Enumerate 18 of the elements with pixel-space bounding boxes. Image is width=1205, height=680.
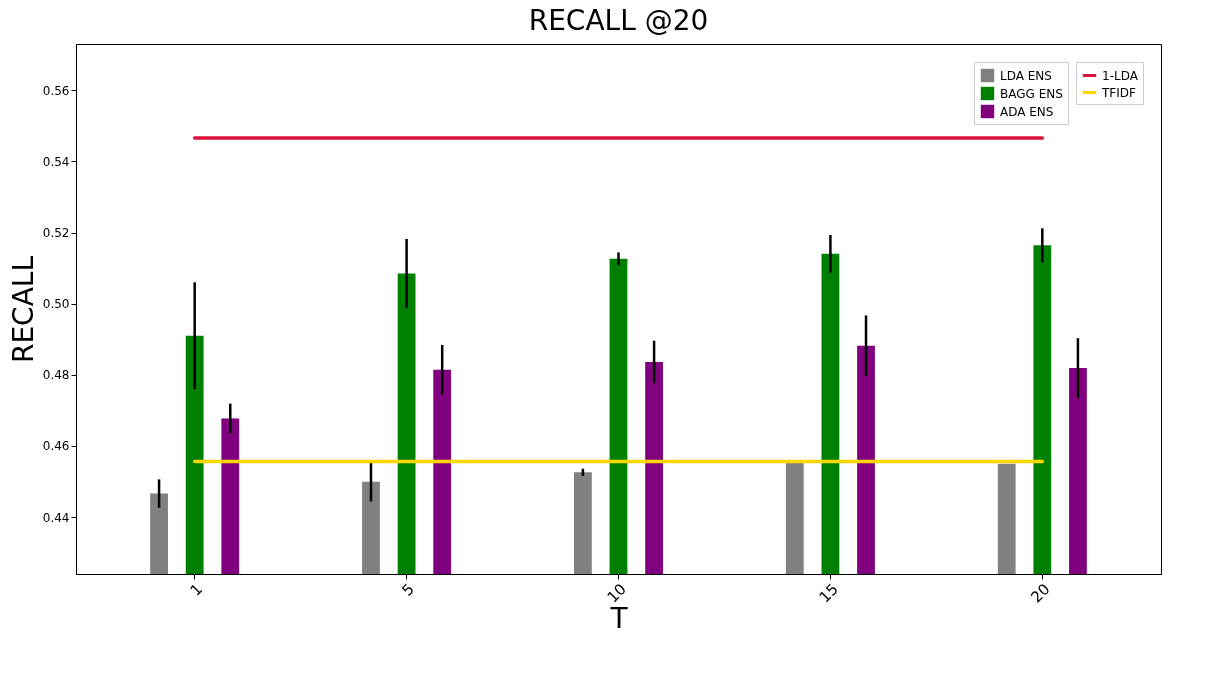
legend-label: BAGG ENS — [1000, 86, 1063, 101]
legend-label: TFIDF — [1101, 85, 1137, 100]
x-tick-label: 20 — [1027, 580, 1054, 607]
chart-title: RECALL @20 — [528, 4, 709, 37]
legend-label: LDA ENS — [1000, 68, 1052, 83]
y-tick-label: 0.50 — [42, 297, 70, 312]
legend-label: 1-LDA — [1102, 68, 1139, 83]
x-tick-label: 1 — [186, 580, 206, 600]
y-tick-label: 0.46 — [42, 439, 70, 454]
y-tick-label: 0.52 — [42, 226, 70, 241]
y-axis-title: RECALL — [6, 255, 40, 364]
legend-label: ADA ENS — [1000, 104, 1054, 119]
y-tick-label: 0.54 — [42, 154, 70, 169]
y-tick-label: 0.56 — [42, 83, 70, 98]
y-tick-label: 0.44 — [42, 510, 70, 525]
x-tick-label: 5 — [398, 580, 418, 600]
x-tick-label: 15 — [815, 580, 842, 607]
y-tick-label: 0.48 — [42, 368, 70, 383]
